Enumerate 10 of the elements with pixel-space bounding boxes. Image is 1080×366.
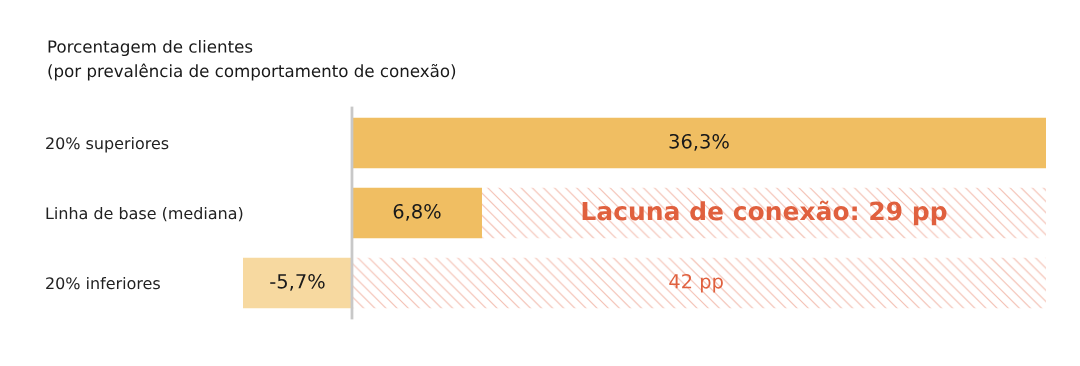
- data-label: 36,3%: [669, 133, 729, 151]
- chart-title: Porcentagem de clientes: [48, 39, 253, 57]
- chart-subtitle: (por prevalência de comportamento de conexão): [48, 63, 456, 81]
- y-tick-label: 20% inferiores: [46, 276, 160, 290]
- data-label: 6,8%: [393, 203, 441, 221]
- y-tick-label: Linha de base (mediana): [46, 206, 243, 222]
- data-label: -5,7%: [270, 273, 325, 291]
- annotation: 42 pp: [669, 273, 723, 293]
- data-label: Lacuna de conexão: 29 pp: [582, 200, 947, 226]
- y-tick-label: 20% superiores: [46, 136, 169, 153]
